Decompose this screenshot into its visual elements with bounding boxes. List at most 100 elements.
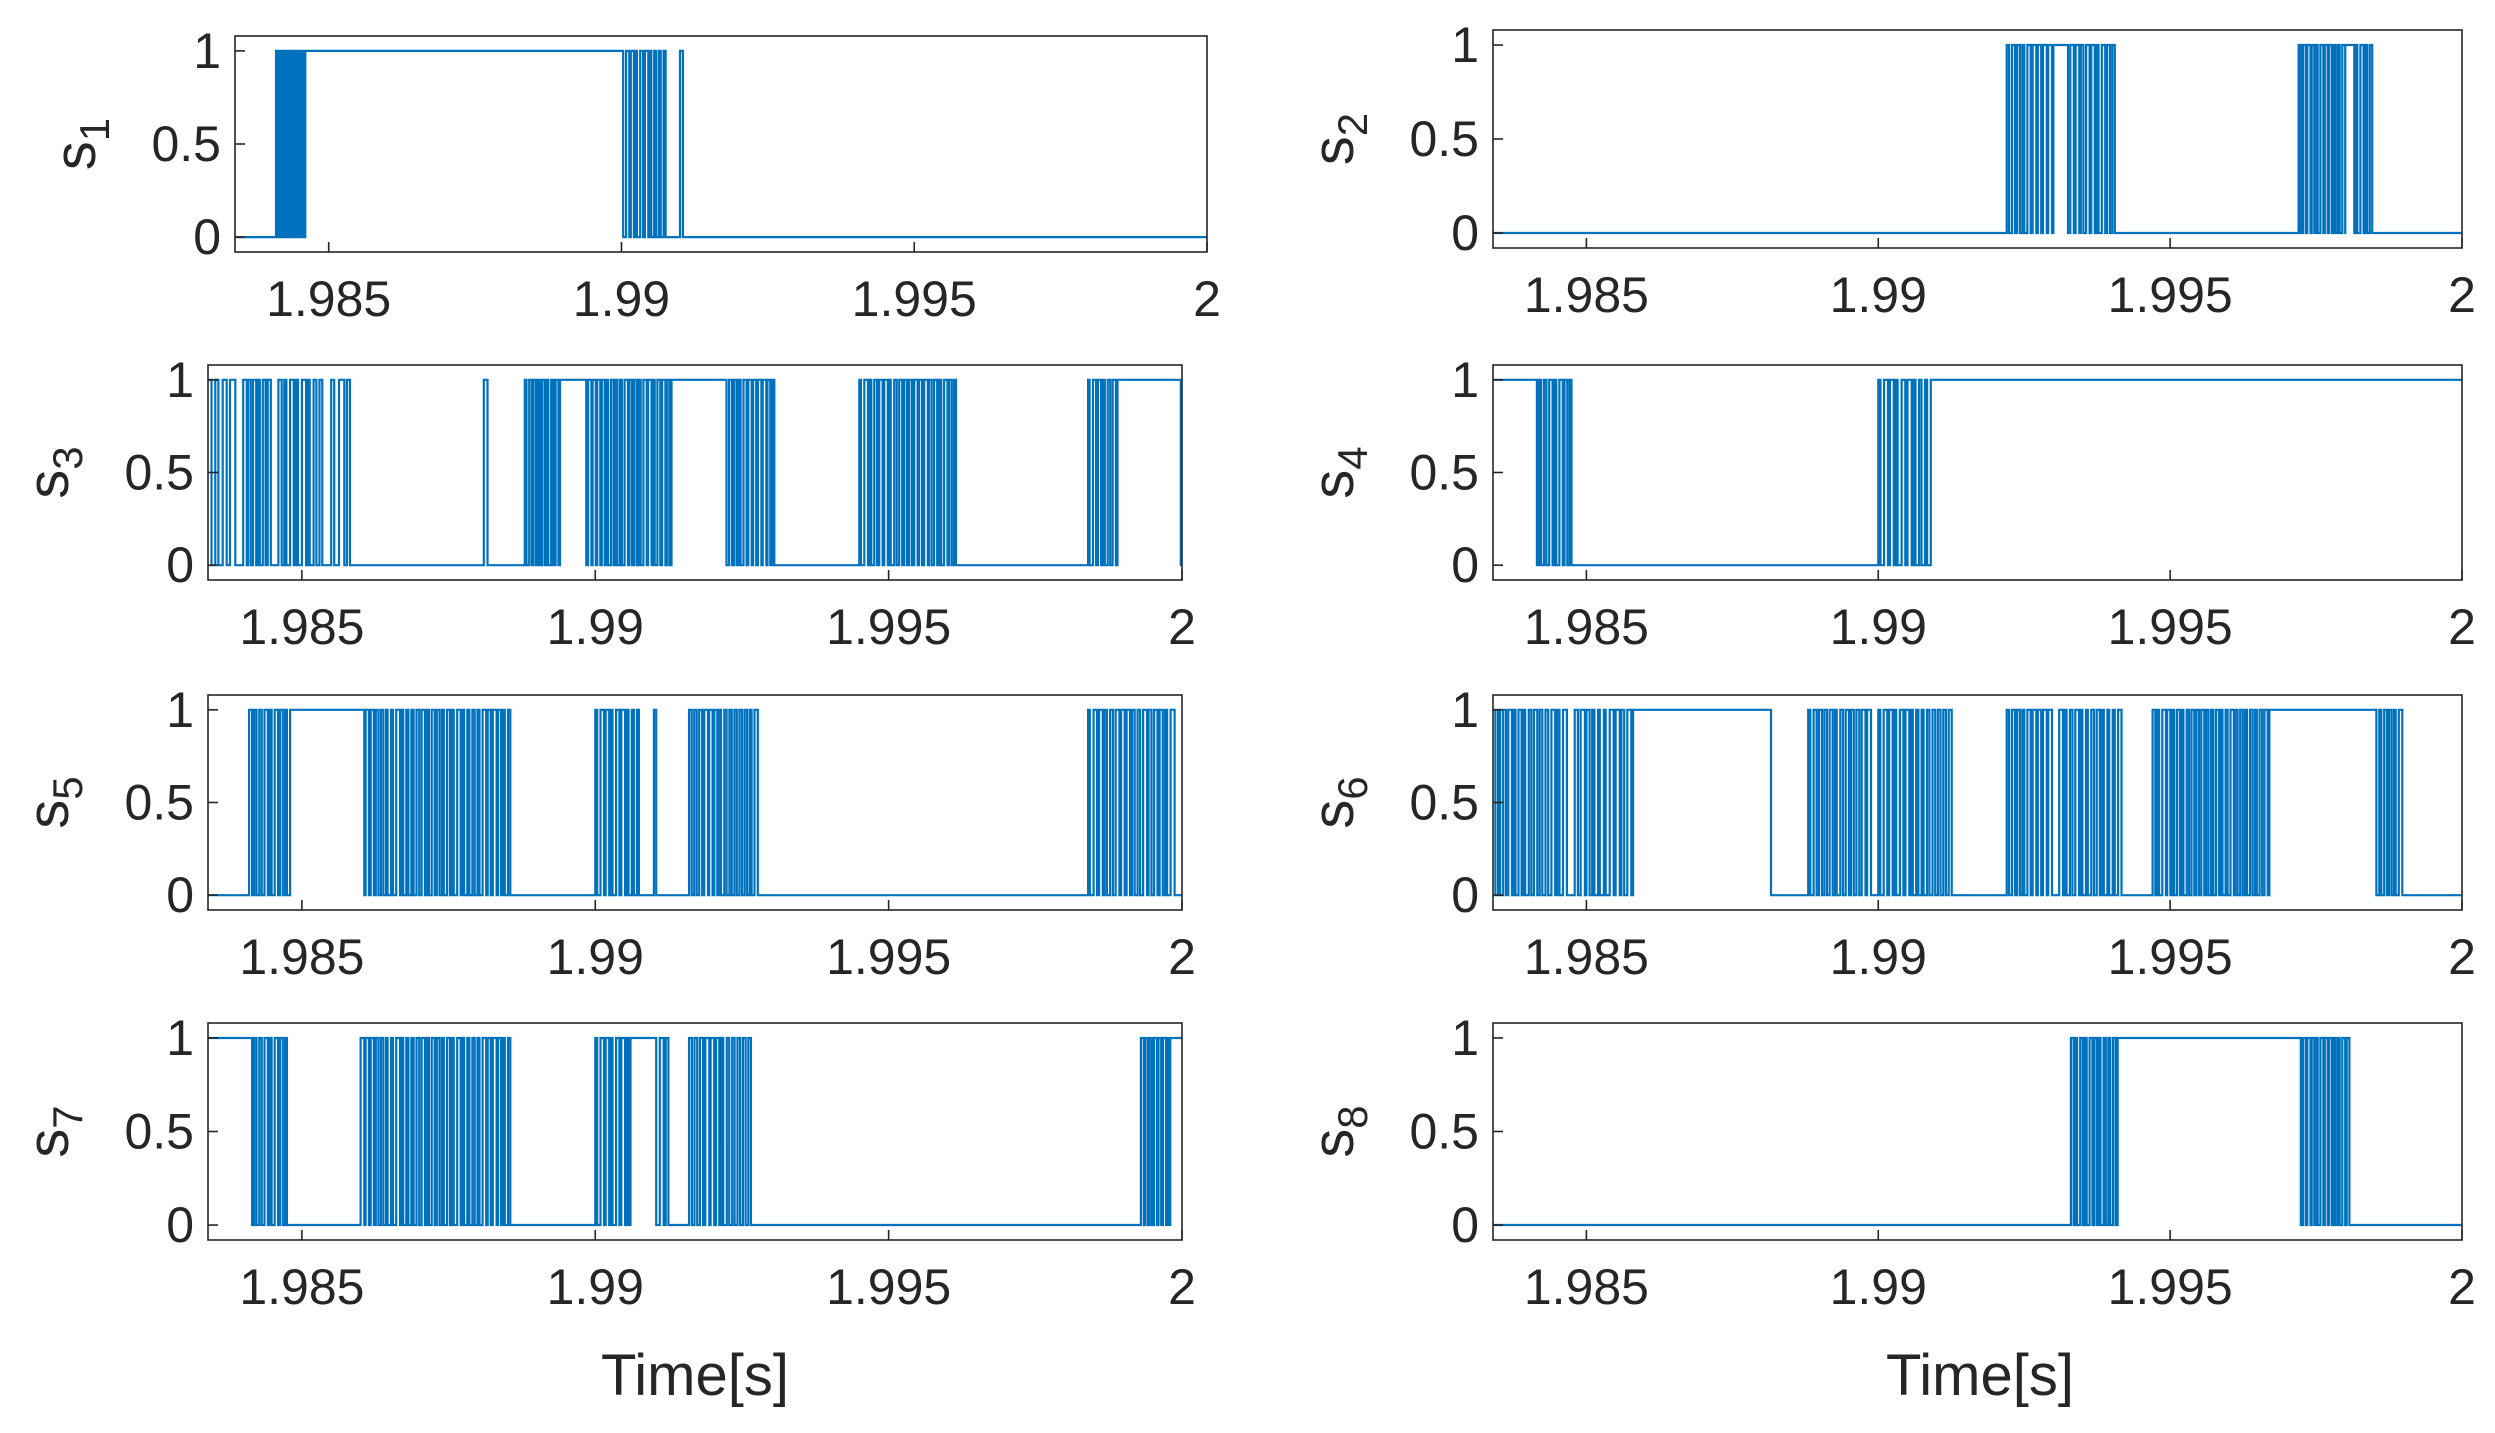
x-tick-label: 2	[1193, 271, 1221, 327]
y-axis-label-base: s	[43, 141, 108, 170]
y-axis-label-base: s	[1301, 1129, 1366, 1158]
y-axis-label-s4: s4	[1301, 446, 1376, 498]
y-axis-label-subscript: 4	[1329, 446, 1376, 469]
y-tick-label: 0.5	[124, 1104, 194, 1160]
x-tick-label: 2	[2448, 599, 2476, 655]
y-tick-label: 0.5	[1409, 775, 1479, 831]
x-tick-label: 2	[1168, 929, 1196, 985]
x-tick-label: 1.985	[239, 929, 364, 985]
y-axis-label-base: s	[16, 800, 81, 829]
subplot-s6: 0 0.5 1 1.985 1.99 1.995 2 s6	[1301, 682, 2476, 985]
y-tick-label: 0.5	[124, 775, 194, 831]
y-tick-label: 0.5	[1409, 1104, 1479, 1160]
x-tick-label: 1.995	[2108, 929, 2233, 985]
series-line-s5	[208, 708, 1182, 897]
y-tick-label: 0	[166, 1197, 194, 1253]
x-tick-label: 1.995	[2108, 267, 2233, 323]
series-line-s4	[1493, 378, 2462, 567]
y-tick-label: 0.5	[1409, 445, 1479, 501]
y-axis-label-base: s	[16, 470, 81, 499]
y-tick-label: 0	[1451, 537, 1479, 593]
y-tick-label: 1	[1451, 17, 1479, 73]
x-tick-label: 1.99	[1830, 267, 1927, 323]
y-axis-label-subscript: 1	[71, 118, 118, 141]
x-tick-label: 1.995	[2108, 599, 2233, 655]
y-tick-label: 0.5	[124, 445, 194, 501]
x-tick-label: 2	[2448, 1259, 2476, 1315]
x-tick-label: 1.995	[826, 1259, 951, 1315]
y-axis-label-base: s	[1301, 800, 1366, 829]
y-axis-label-subscript: 2	[1329, 113, 1376, 136]
x-tick-label: 1.985	[266, 271, 391, 327]
series-line-s1	[235, 49, 1207, 239]
x-tick-label: 1.99	[1830, 1259, 1927, 1315]
y-axis-label-subscript: 6	[1329, 776, 1376, 799]
x-axis-label-right: Time[s]	[1886, 1343, 2074, 1408]
series-line-s3	[208, 378, 1182, 567]
y-axis-label-subscript: 3	[44, 446, 91, 469]
y-tick-label: 1	[1451, 352, 1479, 408]
y-tick-label: 0	[193, 209, 221, 265]
y-tick-label: 0.5	[151, 116, 221, 172]
x-tick-label: 1.995	[2108, 1259, 2233, 1315]
x-tick-label: 2	[2448, 267, 2476, 323]
x-tick-label: 1.985	[1524, 929, 1649, 985]
y-tick-label: 1	[166, 1010, 194, 1066]
y-axis-label-s8: s8	[1301, 1105, 1376, 1157]
x-tick-label: 1.99	[1830, 599, 1927, 655]
y-tick-label: 0	[166, 537, 194, 593]
x-tick-label: 1.99	[547, 599, 644, 655]
y-axis-label-s7: s7	[16, 1105, 91, 1157]
x-tick-label: 1.985	[1524, 1259, 1649, 1315]
y-tick-label: 0	[1451, 867, 1479, 923]
subplot-s2: 00.511.985 1.99 1.995 2s2	[1301, 17, 2476, 323]
subplot-s8: 0 0.5 1 1.985 1.99 1.995 2 s8	[1301, 1010, 2476, 1315]
y-tick-label: 1	[166, 682, 194, 738]
y-axis-label-subscript: 8	[1329, 1105, 1376, 1128]
series-line-s6	[1493, 708, 2462, 897]
subplot-s7: 0 0.5 1 1.985 1.99 1.995 2 s7	[16, 1010, 1196, 1315]
x-tick-label: 1.985	[239, 599, 364, 655]
x-tick-label: 2	[1168, 599, 1196, 655]
x-tick-label: 1.995	[826, 929, 951, 985]
x-tick-label: 1.99	[547, 929, 644, 985]
x-tick-label: 1.995	[826, 599, 951, 655]
y-axis-label-base: s	[1301, 470, 1366, 499]
subplot-s4: 0 0.5 1 1.985 1.99 1.995 2 s4	[1301, 352, 2476, 655]
series-line-s8	[1493, 1036, 2462, 1227]
x-tick-label: 1.99	[1830, 929, 1927, 985]
y-axis-label-subscript: 7	[44, 1105, 91, 1128]
y-axis-label-s2: s2	[1301, 113, 1376, 165]
y-tick-label: 1	[193, 23, 221, 79]
y-tick-label: 0	[166, 867, 194, 923]
x-tick-label: 1.995	[852, 271, 977, 327]
subplot-s3: 0 0.5 1 1.985 1.99 1.995 2 s3	[16, 352, 1196, 655]
y-tick-label: 0	[1451, 1197, 1479, 1253]
series-line-s2	[1493, 43, 2462, 235]
x-tick-label: 1.985	[1524, 267, 1649, 323]
y-tick-label: 1	[1451, 1010, 1479, 1066]
x-tick-label: 1.99	[573, 271, 670, 327]
subplot-s5: 0 0.5 1 1.985 1.99 1.995 2 s5	[16, 682, 1196, 985]
y-tick-label: 0.5	[1409, 111, 1479, 167]
x-tick-label: 1.99	[547, 1259, 644, 1315]
x-tick-label: 1.985	[1524, 599, 1649, 655]
y-axis-label-s5: s5	[16, 776, 91, 828]
x-tick-label: 2	[2448, 929, 2476, 985]
y-tick-label: 1	[166, 352, 194, 408]
y-axis-label-s3: s3	[16, 446, 91, 498]
x-tick-label: 2	[1168, 1259, 1196, 1315]
series-line-s7	[208, 1036, 1182, 1227]
y-tick-label: 0	[1451, 205, 1479, 261]
subplot-s1: 00.511.985 1.99 1.995 2s1	[43, 23, 1221, 327]
y-tick-label: 1	[1451, 682, 1479, 738]
y-axis-label-subscript: 5	[44, 776, 91, 799]
y-axis-label-s1: s1	[43, 118, 118, 170]
x-tick-label: 1.985	[239, 1259, 364, 1315]
x-axis-label-left: Time[s]	[601, 1343, 789, 1408]
y-axis-label-s6: s6	[1301, 776, 1376, 828]
y-axis-label-base: s	[1301, 136, 1366, 165]
y-axis-label-base: s	[16, 1129, 81, 1158]
